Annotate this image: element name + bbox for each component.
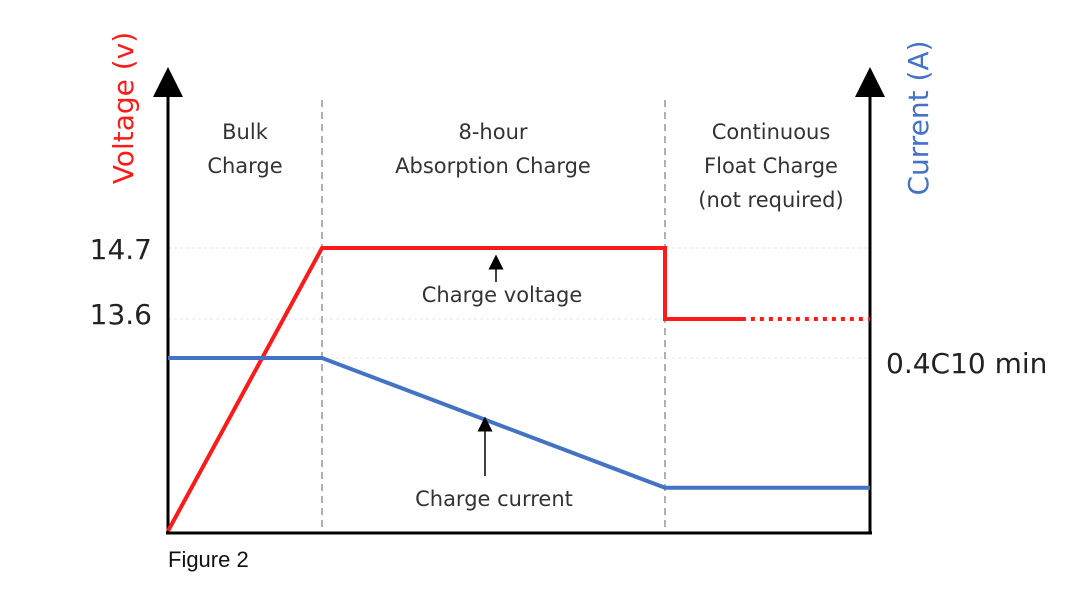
y-axis-right-label: Current (A) xyxy=(902,40,935,195)
charge-current-line xyxy=(168,356,870,490)
phase-label-absorption-line1: 8-hour xyxy=(458,120,527,144)
tick-label-current-min: 0.4C10 min xyxy=(886,347,1047,380)
phase-label-float-line3: (not required) xyxy=(698,188,843,212)
charge-voltage-line xyxy=(166,246,742,532)
charge-voltage-annotation: Charge voltage xyxy=(422,283,583,307)
phase-label-bulk-line1: Bulk xyxy=(222,120,269,144)
phase-label-float-line2: Float Charge xyxy=(704,154,838,178)
phase-label-bulk-line2: Charge xyxy=(207,154,282,178)
tick-label-13-6: 13.6 xyxy=(90,298,152,331)
phase-label-float-line1: Continuous xyxy=(712,120,831,144)
phase-label-absorption-line2: Absorption Charge xyxy=(395,154,591,178)
tick-label-14-7: 14.7 xyxy=(90,233,152,266)
figure-caption: Figure 2 xyxy=(168,547,249,572)
charge-current-annotation: Charge current xyxy=(415,487,573,511)
y-axis-left-label: Voltage (v) xyxy=(107,32,140,184)
